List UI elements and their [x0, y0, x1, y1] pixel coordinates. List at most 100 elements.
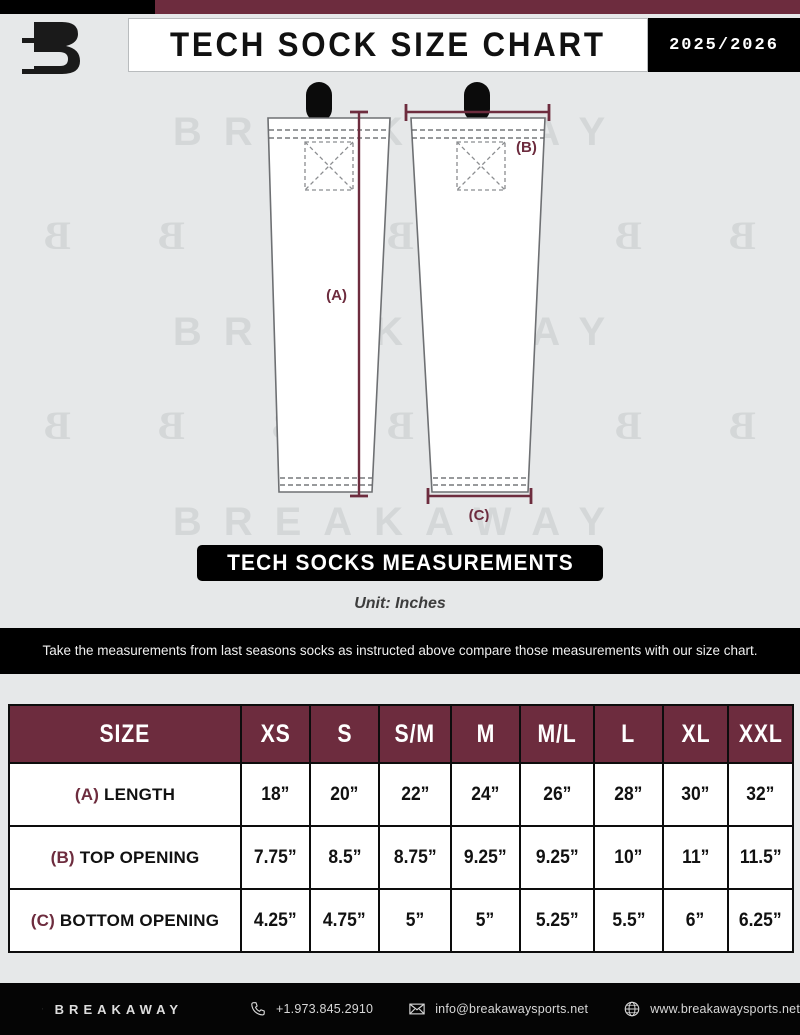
phone-icon — [251, 1002, 265, 1016]
unit-note: Unit: Inches — [354, 595, 446, 612]
cell-length-xs: 18” — [240, 762, 311, 827]
dimension-c: (C) — [426, 488, 533, 522]
top-accent-bar — [0, 0, 800, 14]
cell-value: 5” — [476, 909, 495, 931]
table-header-s: S — [309, 704, 380, 764]
globe-icon — [624, 1001, 640, 1017]
cell-value: 24” — [471, 783, 500, 805]
row-label-length: (A) LENGTH — [8, 762, 242, 827]
cell-value: 32” — [746, 783, 775, 805]
row-label-text: (C) BOTTOM OPENING — [31, 911, 219, 930]
page-footer: BREAKAWAY +1.973.845.2910 info@breakaway… — [0, 983, 800, 1035]
dimension-b-label: (B) — [516, 139, 537, 156]
footer-website-text: www.breakawaysports.net — [650, 1002, 800, 1016]
table-header-xl: XL — [662, 704, 729, 764]
row-label-top-opening: (B) TOP OPENING — [8, 825, 242, 890]
cell-value: 30” — [681, 783, 710, 805]
cell-value: 9.25” — [535, 846, 579, 868]
cell-length-ml: 26” — [519, 762, 595, 827]
page-header: TECH SOCK SIZE CHART 2025/2026 — [0, 14, 800, 82]
cell-top-xxl: 11.5” — [727, 825, 794, 890]
header-label: XS — [260, 719, 291, 748]
size-table-wrapper: SIZE XS S S/M M M/L L XL XXL (A) LENGTH … — [8, 704, 794, 953]
cell-value: 9.25” — [464, 846, 507, 868]
footer-phone-text: +1.973.845.2910 — [276, 1002, 374, 1016]
cell-value: 8.5” — [327, 846, 362, 868]
sock-diagram: (A) (B) (C) — [267, 82, 551, 522]
instructions-banner: Take the measurements from last seasons … — [0, 628, 800, 674]
table-row: (B) TOP OPENING 7.75” 8.5” 8.75” 9.25” 9… — [8, 825, 794, 890]
cell-value: 18” — [261, 783, 290, 805]
cell-bottom-xl: 6” — [662, 888, 729, 953]
breakaway-b-logo-icon — [22, 22, 80, 74]
cell-bottom-m: 5” — [450, 888, 521, 953]
header-label: S/M — [394, 719, 436, 748]
cell-bottom-s: 4.75” — [309, 888, 380, 953]
cell-value: 8.75” — [393, 846, 437, 868]
footer-email[interactable]: info@breakawaysports.net — [408, 1000, 588, 1018]
row-name: BOTTOM OPENING — [59, 910, 220, 930]
cell-length-xxl: 32” — [727, 762, 794, 827]
cell-bottom-xs: 4.25” — [240, 888, 311, 953]
table-header-ml: M/L — [519, 704, 595, 764]
footer-email-text: info@breakawaysports.net — [435, 1002, 589, 1016]
row-name: LENGTH — [104, 784, 176, 804]
dimension-a: (A) — [326, 110, 368, 498]
table-header-sm: S/M — [378, 704, 452, 764]
size-table: SIZE XS S S/M M M/L L XL XXL (A) LENGTH … — [8, 704, 794, 953]
row-label-text: (B) TOP OPENING — [51, 848, 200, 867]
season-year-box: 2025/2026 — [648, 18, 800, 72]
row-label-bottom-opening: (C) BOTTOM OPENING — [8, 888, 242, 953]
cell-value: 6.25” — [739, 909, 782, 931]
row-tag: (C) — [30, 910, 55, 930]
title-box: TECH SOCK SIZE CHART — [128, 18, 648, 72]
cell-length-m: 24” — [450, 762, 521, 827]
cell-top-s: 8.5” — [309, 825, 380, 890]
cell-top-ml: 9.25” — [519, 825, 595, 890]
row-tag: (B) — [50, 847, 75, 867]
table-header-xs: XS — [240, 704, 311, 764]
cell-top-sm: 8.75” — [378, 825, 452, 890]
cell-value: 6” — [686, 909, 705, 931]
cell-value: 10” — [614, 846, 643, 868]
table-row: (A) LENGTH 18” 20” 22” 24” 26” 28” 30” 3… — [8, 762, 794, 827]
page-title: TECH SOCK SIZE CHART — [170, 25, 606, 64]
measurements-banner: TECH SOCKS MEASUREMENTS — [197, 545, 603, 581]
footer-phone[interactable]: +1.973.845.2910 — [249, 1000, 373, 1018]
cell-value: 5.25” — [535, 909, 579, 931]
cell-value: 4.25” — [254, 909, 297, 931]
footer-brand-name: BREAKAWAY — [54, 1001, 183, 1017]
cell-length-s: 20” — [309, 762, 380, 827]
header-label: XL — [681, 719, 710, 748]
dimension-a-label: (A) — [326, 287, 347, 304]
cell-length-l: 28” — [593, 762, 664, 827]
cell-value: 22” — [400, 783, 430, 805]
sock-right-top-tab — [464, 82, 490, 122]
table-row: (C) BOTTOM OPENING 4.25” 4.75” 5” 5” 5.2… — [8, 888, 794, 953]
header-label: M/L — [537, 719, 577, 748]
footer-website[interactable]: www.breakawaysports.net — [623, 1000, 800, 1018]
row-tag: (A) — [74, 784, 100, 804]
measurements-banner-label: TECH SOCKS MEASUREMENTS — [226, 550, 574, 575]
table-header-m: M — [450, 704, 521, 764]
cell-top-m: 9.25” — [450, 825, 521, 890]
table-header-xxl: XXL — [727, 704, 794, 764]
header-label: S — [336, 719, 353, 748]
cell-value: 5” — [405, 909, 425, 931]
table-header-l: L — [593, 704, 664, 764]
cell-value: 4.75” — [323, 909, 366, 931]
top-bar-maroon-segment — [155, 0, 800, 14]
dimension-b: (B) — [404, 104, 551, 156]
cell-bottom-xxl: 6.25” — [727, 888, 794, 953]
cell-value: 28” — [614, 783, 643, 805]
cell-value: 11” — [681, 846, 710, 868]
cell-value: 5.5” — [611, 909, 646, 931]
cell-bottom-ml: 5.25” — [519, 888, 595, 953]
breakaway-b-logo-icon — [42, 1008, 43, 1010]
cell-value: 11.5” — [739, 846, 782, 868]
cell-top-xs: 7.75” — [240, 825, 311, 890]
cell-length-xl: 30” — [662, 762, 729, 827]
header-label: SIZE — [99, 719, 151, 748]
sock-left-top-tab — [306, 82, 332, 122]
